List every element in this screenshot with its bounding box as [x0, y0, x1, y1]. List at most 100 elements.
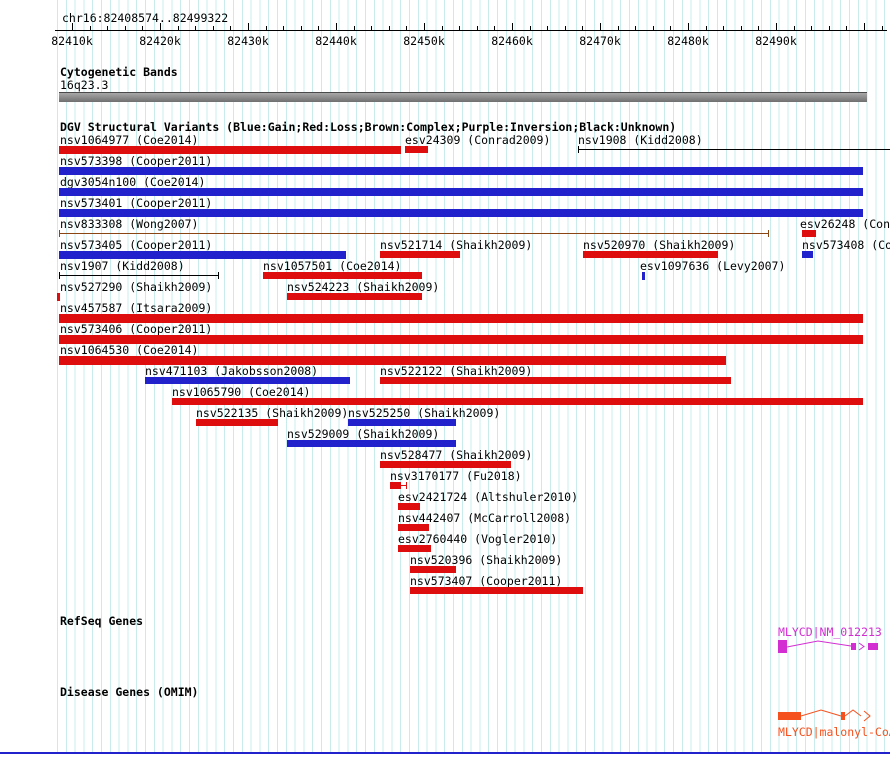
ruler-tick: [283, 26, 285, 30]
variant-bar[interactable]: [405, 146, 428, 153]
variant-label[interactable]: dgv3054n100 (Coe2014): [60, 175, 206, 189]
variant-bar[interactable]: [172, 398, 863, 405]
variant-bar[interactable]: [59, 356, 726, 365]
variant-label[interactable]: nsv573405 (Cooper2011): [60, 238, 213, 252]
section-title-dgv: DGV Structural Variants (Blue:Gain;Red:L…: [60, 120, 677, 134]
ruler-label: 82440k: [315, 34, 357, 48]
gene-glyph[interactable]: [778, 638, 890, 656]
variant-tick[interactable]: [57, 293, 60, 301]
ruler-tick: [336, 23, 337, 30]
ruler-tick: [635, 26, 637, 30]
variant-bar[interactable]: [287, 440, 456, 447]
variant-line-end: [59, 230, 60, 237]
variant-label[interactable]: nsv1065790 (Coe2014): [172, 385, 311, 399]
ruler-tick: [617, 26, 619, 30]
variant-label[interactable]: nsv3170177 (Fu2018): [390, 469, 522, 483]
variant-label[interactable]: nsv573407 (Cooper2011): [410, 574, 563, 588]
ruler-label: 82430k: [227, 34, 269, 48]
gene-label[interactable]: MLYCD|malonyl-CoA d: [778, 725, 890, 739]
variant-bar[interactable]: [583, 251, 718, 258]
variant-label[interactable]: nsv520970 (Shaikh2009): [583, 238, 736, 252]
variant-label[interactable]: nsv457587 (Itsara2009): [60, 301, 213, 315]
variant-bar[interactable]: [398, 545, 431, 552]
variant-label[interactable]: nsv1064530 (Coe2014): [60, 343, 199, 357]
cytoband-label: 16q23.3: [60, 78, 109, 92]
ruler-tick: [582, 26, 584, 30]
variant-label[interactable]: nsv573401 (Cooper2011): [60, 196, 213, 210]
ruler-tick: [300, 26, 302, 30]
ruler-tick: [195, 26, 197, 30]
variant-bar[interactable]: [410, 566, 456, 573]
ruler-tick: [424, 23, 425, 30]
ruler-tick: [494, 26, 496, 30]
variant-bar[interactable]: [398, 503, 420, 510]
variant-bar[interactable]: [802, 230, 816, 237]
ruler-tick: [459, 26, 461, 30]
variant-label[interactable]: esv24309 (Conrad2009): [405, 133, 551, 147]
variant-bar[interactable]: [410, 587, 583, 594]
ruler-tick: [740, 26, 742, 30]
variant-bar[interactable]: [390, 482, 401, 489]
ruler-tick: [670, 26, 672, 30]
variant-label[interactable]: nsv573408 (Coo: [802, 238, 890, 252]
variant-bar[interactable]: [59, 209, 863, 217]
ruler-line: [55, 30, 887, 31]
variant-label[interactable]: nsv471103 (Jakobsson2008): [145, 364, 319, 378]
variant-label[interactable]: nsv521714 (Shaikh2009): [380, 238, 533, 252]
variant-label[interactable]: esv26248 (Conr: [800, 217, 890, 231]
variant-label[interactable]: nsv525250 (Shaikh2009): [348, 406, 501, 420]
variant-bar[interactable]: [348, 419, 456, 426]
gene-label[interactable]: MLYCD|NM_012213: [778, 625, 882, 639]
variant-label[interactable]: nsv529009 (Shaikh2009): [287, 427, 440, 441]
variant-bar[interactable]: [398, 524, 429, 531]
ruler-tick: [230, 26, 232, 30]
footer-line: [0, 752, 890, 754]
variant-bar[interactable]: [380, 461, 511, 468]
variant-label[interactable]: nsv1908 (Kidd2008): [578, 133, 703, 147]
ruler-label: 82490k: [755, 34, 797, 48]
ruler-tick: [846, 26, 848, 30]
variant-tick[interactable]: [642, 272, 645, 280]
variant-label[interactable]: nsv1907 (Kidd2008): [60, 259, 185, 273]
ruler-tick: [881, 26, 883, 30]
variant-line[interactable]: [578, 149, 890, 150]
ruler-tick: [688, 23, 689, 30]
variant-label[interactable]: esv2760440 (Vogler2010): [398, 532, 558, 546]
variant-bar[interactable]: [145, 377, 350, 384]
variant-label[interactable]: nsv520396 (Shaikh2009): [410, 553, 563, 567]
variant-bar[interactable]: [802, 251, 813, 258]
variant-label[interactable]: nsv573398 (Cooper2011): [60, 154, 213, 168]
variant-label[interactable]: nsv528477 (Shaikh2009): [380, 448, 533, 462]
variant-label[interactable]: esv2421724 (Altshuler2010): [398, 490, 579, 504]
variant-label[interactable]: nsv442407 (McCarroll2008): [398, 511, 572, 525]
variant-label[interactable]: nsv573406 (Cooper2011): [60, 322, 213, 336]
variant-label[interactable]: nsv527290 (Shaikh2009): [60, 280, 213, 294]
variant-label[interactable]: nsv522122 (Shaikh2009): [380, 364, 533, 378]
ruler-tick: [512, 23, 513, 30]
ruler-label: 82480k: [667, 34, 709, 48]
variant-label[interactable]: nsv833308 (Wong2007): [60, 217, 199, 231]
variant-line[interactable]: [59, 233, 769, 234]
variant-bar[interactable]: [59, 146, 401, 154]
variant-label[interactable]: nsv1057501 (Coe2014): [263, 259, 402, 273]
variant-line[interactable]: [59, 275, 219, 276]
variant-bar[interactable]: [59, 251, 346, 259]
cytoband-bar[interactable]: [59, 92, 867, 102]
variant-label[interactable]: nsv524223 (Shaikh2009): [287, 280, 440, 294]
ruler-tick: [72, 23, 73, 30]
variant-bar[interactable]: [287, 293, 422, 300]
variant-label[interactable]: esv1097636 (Levy2007): [640, 259, 786, 273]
variant-label[interactable]: nsv1064977 (Coe2014): [60, 133, 199, 147]
variant-bar[interactable]: [59, 188, 863, 196]
variant-bar[interactable]: [59, 167, 863, 175]
gene-glyph[interactable]: [778, 708, 890, 726]
variant-bar[interactable]: [380, 251, 460, 258]
variant-bar[interactable]: [196, 419, 278, 426]
variant-line[interactable]: [401, 485, 407, 486]
variant-label[interactable]: nsv522135 (Shaikh2009): [196, 406, 349, 420]
variant-bar[interactable]: [59, 314, 863, 323]
variant-bar[interactable]: [59, 335, 863, 344]
variant-bar[interactable]: [380, 377, 731, 384]
variant-bar[interactable]: [263, 272, 422, 279]
ruler-tick: [547, 26, 549, 30]
